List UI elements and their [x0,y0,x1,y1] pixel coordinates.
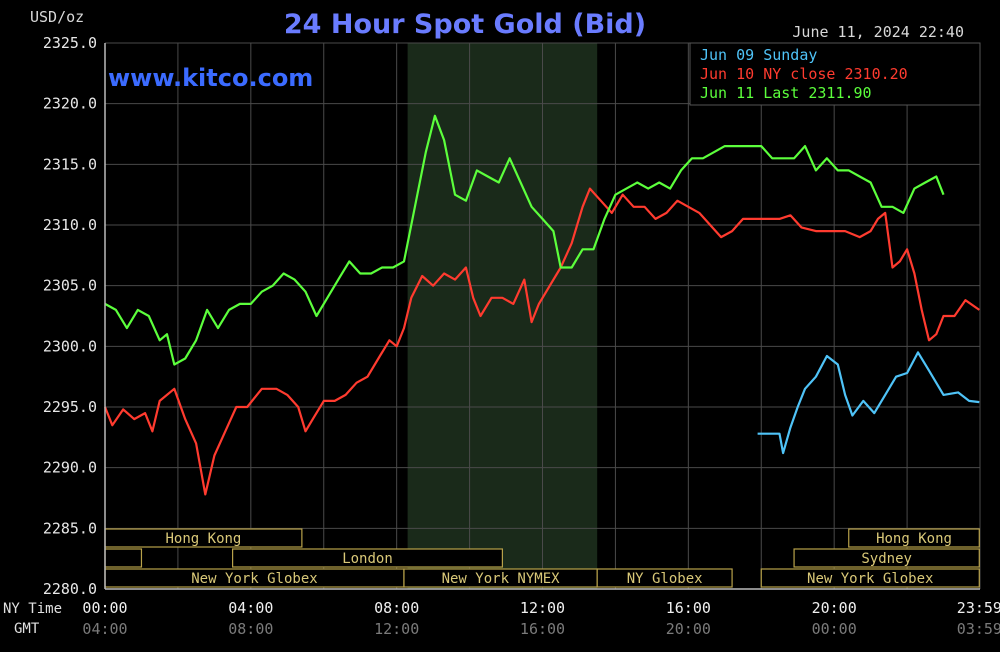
timestamp: June 11, 2024 22:40 [792,23,964,41]
series-line-jun-11-last [104,114,945,366]
y-tick-label: 2325.0 [43,34,97,52]
x-tick-label-ny: 12:00 [520,599,565,617]
session-bar [596,568,733,588]
unit-label: USD/oz [30,8,84,26]
legend-box [689,42,981,106]
legend-jun10: Jun 10 NY close 2310.20 [700,65,908,83]
session-bars: Hong Kong Hong Kong London Sydney New York G… [104,528,980,588]
series-line-jun-10-ny-close [103,187,980,496]
session-bar [848,528,980,548]
y-tick-label: 2305.0 [43,277,97,295]
legend-jun11: Jun 11 Last 2311.90 [700,84,872,102]
x-tick-label-gmt: 04:00 [82,620,127,638]
y-tick-label: 2280.0 [43,580,97,598]
price-series [103,114,980,496]
session-label: New York Globex [191,571,317,587]
y-tick-label: 2320.0 [43,95,97,113]
session-bar [793,548,980,568]
y-tick-label: 2300.0 [43,337,97,355]
session-label: Hong Kong [166,531,242,547]
nymex-session-shading [407,43,598,589]
x-tick-label-ny: 08:00 [374,599,419,617]
x-tick-label-gmt: 00:00 [812,620,857,638]
legend: Jun 09 Sunday Jun 10 NY close 2310.20 Ju… [689,42,981,106]
legend-jun09: Jun 09 Sunday [700,46,817,64]
y-tick-label: 2310.0 [43,216,97,234]
x-tick-label-gmt: 03:59 [957,620,1000,638]
session-label: Sydney [861,551,912,567]
axes: 2325.0 2320.0 2315.0 2310.0 2305.0 2300.0 2295… [43,34,1000,638]
chart-title: 24 Hour Spot Gold (Bid) [284,9,646,40]
session-label: New York Globex [807,571,933,587]
series-line-jun-09-sunday [757,351,980,455]
x-tick-label-gmt: 12:00 [374,620,419,638]
x-tick-label-gmt: 08:00 [228,620,273,638]
kitco-watermark: www.kitco.com [108,64,313,92]
x-tick-label-ny: 16:00 [666,599,711,617]
session-bar [760,568,980,588]
session-bar [232,548,503,568]
y-tick-label: 2285.0 [43,519,97,537]
y-tick-label: 2295.0 [43,398,97,416]
x-tick-label-ny: 20:00 [812,599,857,617]
x-tick-label-ny: 04:00 [228,599,273,617]
x-tick-label-ny: 00:00 [82,599,127,617]
session-label: NY Globex [627,571,703,587]
x-tick-label-ny: 23:59 [957,599,1000,617]
session-label: London [342,551,393,567]
x-tick-label-gmt: 20:00 [666,620,711,638]
session-label: New York NYMEX [442,571,561,587]
ny-time-label: NY Time [3,601,62,617]
y-tick-label: 2315.0 [43,155,97,173]
x-tick-label-gmt: 16:00 [520,620,565,638]
gmt-label: GMT [14,621,40,637]
session-bar [104,548,143,568]
y-tick-label: 2290.0 [43,459,97,477]
session-label: Hong Kong [876,531,952,547]
